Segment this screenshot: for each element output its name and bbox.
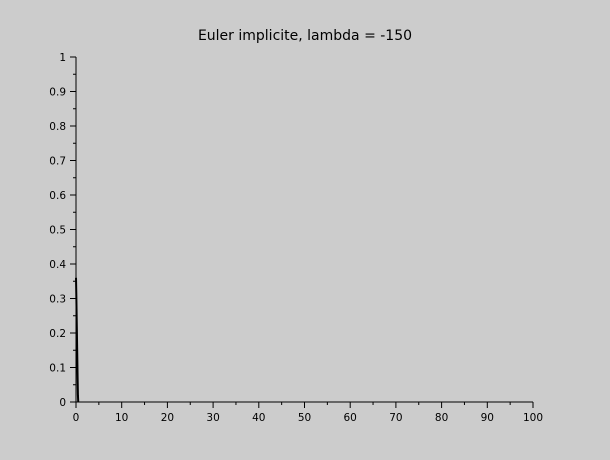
series-line [75, 277, 80, 403]
y-tick-label: 0 [59, 397, 66, 409]
y-tick-label: 0.5 [49, 225, 66, 237]
x-tick-label: 0 [73, 412, 80, 424]
chart-title: Euler implicite, lambda = -150 [197, 28, 413, 44]
x-tick-label: 40 [252, 412, 265, 424]
x-tick-label: 30 [206, 412, 219, 424]
y-tick-label: 0.3 [49, 294, 66, 306]
x-tick-label: 60 [344, 412, 357, 424]
x-tick-label: 80 [435, 412, 448, 424]
y-tick-label: 0.8 [49, 121, 66, 133]
x-tick-label: 90 [481, 412, 494, 424]
x-tick-label: 50 [298, 412, 311, 424]
series-layer [75, 277, 80, 403]
y-tick-label: 0.2 [49, 328, 66, 340]
y-tick-label: 0.9 [49, 87, 66, 99]
y-tick-label: 0.6 [49, 190, 66, 202]
x-tick-label: 20 [161, 412, 174, 424]
x-tick-label: 70 [389, 412, 402, 424]
axes: 0 10 20 30 40 50 60 70 80 90 100 0 0.1 0.2 0.3 0.4 0.5 0.… [49, 52, 543, 424]
x-tick-label: 100 [523, 412, 543, 424]
y-tick-label: 0.7 [49, 156, 66, 168]
x-tick-label: 10 [115, 412, 128, 424]
y-tick-label: 0.4 [49, 259, 66, 271]
y-tick-label: 1 [59, 52, 66, 64]
y-tick-label: 0.1 [49, 363, 66, 375]
